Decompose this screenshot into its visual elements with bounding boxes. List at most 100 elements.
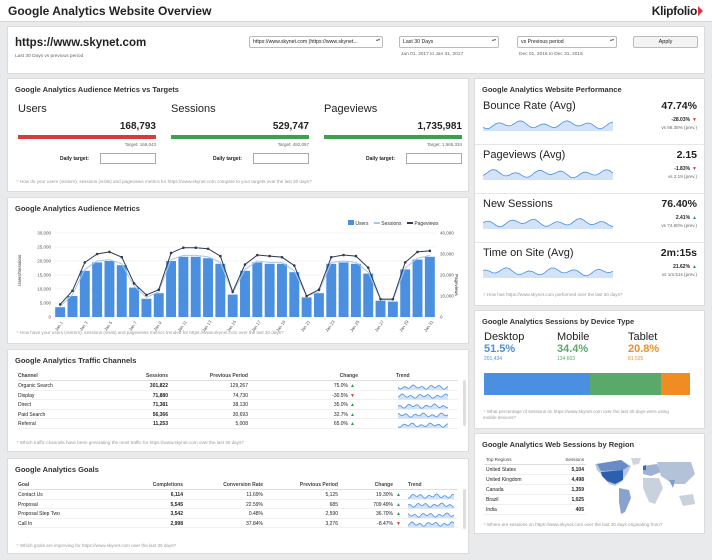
device-share-segment [484, 373, 591, 395]
column-header: Top Regions [486, 457, 512, 462]
users-bar [350, 263, 361, 317]
table-row: Call In 2,998 37.84% 3,276 -8.47% ▼ [18, 520, 458, 528]
metric-pageviews: Pageviews 1,735,981 Target: 1,565,334 Daily… [322, 79, 468, 179]
table-row: Contact Us 6,114 11.69% 5,125 19.30% ▲ [18, 491, 458, 500]
left-tick-label: 10,000 [37, 287, 51, 292]
channel-name: Paid Search [18, 411, 46, 418]
date-range-select[interactable]: Last 30 Days [399, 36, 499, 48]
change-cell: 32.7% [333, 411, 348, 418]
regions-card: Google Analytics Web Sessions by Region … [474, 433, 705, 534]
table-header: Top Regions Sessions [484, 456, 586, 465]
pageviews-point [416, 250, 419, 254]
traffic-scrollbar[interactable] [463, 380, 466, 426]
dashboard-title: Google Analytics Website Overview [8, 4, 212, 18]
pageviews-point [305, 294, 308, 298]
users-bar [289, 272, 300, 317]
site-select[interactable]: https://www.skynet.com (https://www.skyn… [249, 36, 383, 48]
region-table: Top Regions Sessions United States 5,104 Uni… [484, 456, 586, 518]
x-tick-label: Jan 17 [250, 319, 262, 333]
change-cell: 65.0% [333, 421, 348, 427]
compare-select[interactable]: vs Previous period [517, 36, 617, 48]
previous-cell: 2,590 [325, 511, 338, 517]
channel-name: Referral [18, 421, 36, 427]
users-bar [227, 294, 238, 317]
performance-change-value: -1.83% [674, 166, 691, 172]
column-header: Completions [152, 482, 183, 488]
legend-pageviews-label: Pageviews [414, 221, 439, 227]
device-count: 134,603 [557, 356, 576, 362]
x-tick-label: Jan 29 [398, 319, 410, 333]
device-share-segment [590, 373, 661, 395]
x-tick-label: Jan 23 [324, 319, 336, 333]
traffic-title: Google Analytics Traffic Channels [15, 356, 137, 365]
daily-target-input[interactable] [100, 153, 156, 164]
trend-sparkline [483, 218, 613, 229]
performance-metric-name: Time on Site (Avg) [483, 247, 574, 259]
map-africa [643, 478, 663, 504]
devices-footer: What percentage of sessions on https://w… [483, 409, 683, 421]
device-share-bar [484, 373, 690, 395]
daily-target-input[interactable] [406, 153, 462, 164]
table-row: Display 71,880 74,730 -30.5% ▼ [18, 392, 458, 400]
up-arrow-icon: ▲ [350, 411, 355, 418]
users-bar [67, 296, 78, 317]
trend-sparkline [398, 393, 448, 400]
users-bar [264, 263, 275, 317]
down-arrow-icon: ▼ [396, 520, 401, 527]
audience-chart-footer: How have your users (visitors), sessions… [16, 330, 284, 335]
users-bar [129, 287, 140, 317]
rate-cell: 22.59% [246, 501, 263, 508]
region-name: United States [486, 467, 517, 473]
compare-range-text: Dec 01, 2016 to Dec 31, 2016 [519, 52, 583, 57]
performance-metric-name: New Sessions [483, 198, 553, 210]
users-bar [190, 256, 201, 317]
rate-cell: 37.84% [246, 520, 263, 527]
pageviews-point [108, 250, 111, 254]
performance-change: -28.03% ▼ [635, 117, 697, 123]
goal-name: Contact Us [18, 492, 43, 498]
users-bar [178, 256, 189, 317]
devices-footer-text: What percentage of sessions on https://w… [483, 409, 669, 420]
table-row: Canada 1,359 [484, 486, 586, 495]
users-bar [240, 270, 250, 317]
users-bar [116, 265, 127, 317]
trend-sparkline [483, 267, 613, 278]
right-tick-label: 40,000 [440, 231, 454, 236]
apply-button[interactable]: Apply [633, 36, 698, 48]
column-header: Trend [396, 373, 410, 379]
change-cell: 35.0% [333, 402, 348, 408]
pageviews-point [391, 297, 395, 301]
up-arrow-icon: ▲ [396, 492, 401, 498]
previous-cell: 5,125 [325, 492, 338, 498]
daily-target-input[interactable] [253, 153, 309, 164]
date-range-text: Jan 01, 2017 to Jan 31, 2017 [401, 52, 464, 57]
channel-name: Organic Search [18, 383, 53, 389]
goals-scrollbar[interactable] [463, 489, 466, 529]
users-bar [400, 269, 411, 317]
users-bar [277, 263, 287, 317]
column-header: Goal [18, 482, 30, 488]
world-map [595, 458, 695, 514]
table-row: United Kingdom 4,498 [484, 476, 586, 485]
change-cell: -8.47% [377, 520, 393, 527]
region-sessions: 405 [575, 507, 584, 513]
pageviews-point [83, 261, 87, 264]
table-row: Proposal Step Two 3,542 0.48% 2,590 36.70% ▲ [18, 510, 458, 519]
sessions-cell: 71,880 [152, 392, 168, 399]
metric-progress-bar [171, 135, 309, 139]
sessions-cell: 11,253 [152, 421, 168, 427]
metric-label: Users [18, 103, 47, 115]
performance-metric-name: Pageviews (Avg) [483, 149, 566, 161]
sessions-line [59, 254, 430, 307]
channel-name: Direct [18, 402, 32, 408]
performance-metric-value: 47.74% [661, 100, 697, 112]
controls-card: https://www.skynet.com Last 30 Days vs p… [7, 26, 705, 74]
pageviews-point [132, 282, 136, 285]
up-arrow-icon: ▲ [692, 215, 697, 221]
performance-card: Google Analytics Website Performance Bou… [474, 78, 706, 306]
sessions-cell: 301,822 [149, 383, 168, 389]
x-tick-label: Jan 19 [275, 319, 287, 333]
device-count: 81,525 [628, 356, 644, 362]
previous-cell: 30,693 [232, 411, 248, 418]
pageviews-point [206, 247, 210, 251]
